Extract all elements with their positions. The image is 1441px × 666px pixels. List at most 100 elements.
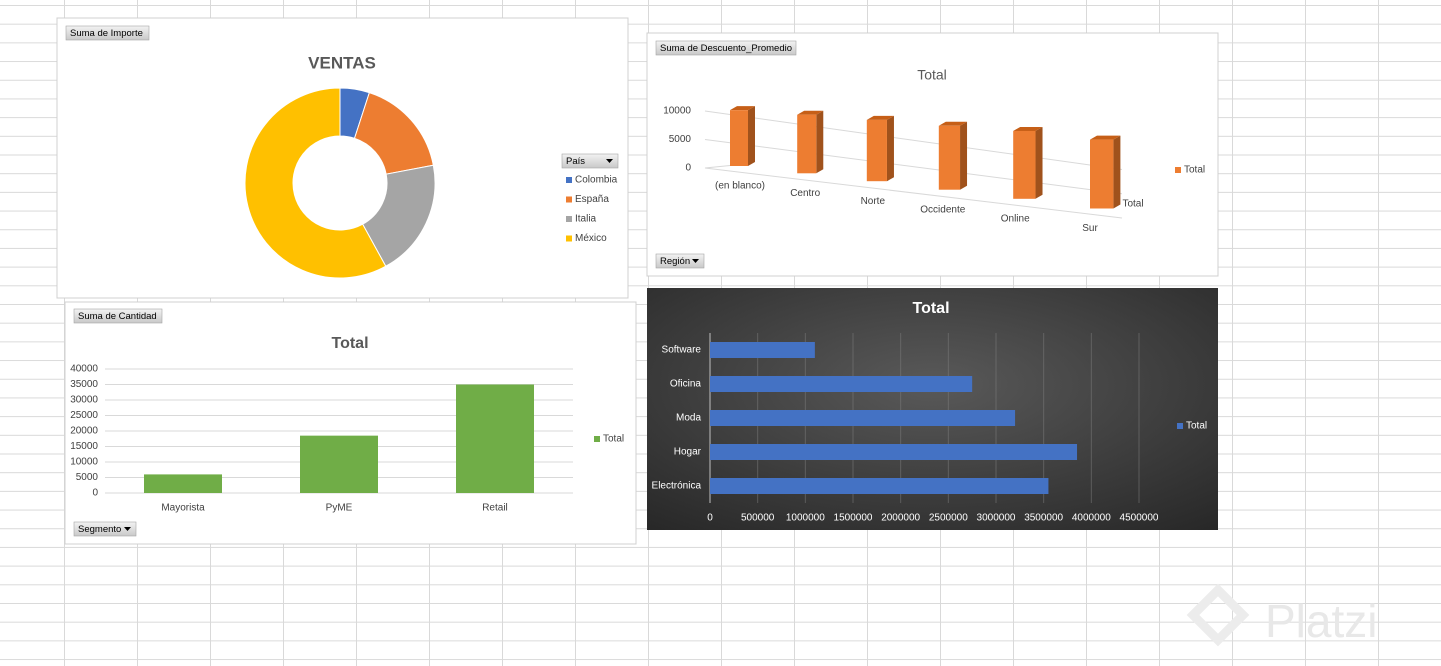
x-tick-label: Retail <box>482 503 508 514</box>
y-tick-label: Software <box>662 345 702 356</box>
bar-top <box>730 106 755 111</box>
x-tick-label: 4000000 <box>1072 513 1111 524</box>
y-tick-label: 30000 <box>70 395 98 406</box>
bar <box>710 342 815 358</box>
chart-title: Total <box>917 67 947 83</box>
watermark-icon <box>1186 583 1250 647</box>
x-tick-label: Sur <box>1082 223 1098 234</box>
bar-side <box>748 106 755 166</box>
y-tick-label: 10000 <box>70 457 98 468</box>
bar-top <box>1090 135 1121 140</box>
field-button[interactable] <box>65 25 150 41</box>
watermark: Platzi <box>1265 595 1377 647</box>
bar <box>710 410 1016 426</box>
legend-swatch <box>566 196 572 203</box>
field-button[interactable] <box>73 521 137 537</box>
x-tick-label: Mayorista <box>161 503 205 514</box>
y-tick-label: 35000 <box>70 379 98 390</box>
bar <box>710 444 1078 460</box>
bar-side <box>886 115 894 182</box>
legend-swatch <box>1175 167 1181 173</box>
legend-label: Italia <box>575 214 597 225</box>
field-button[interactable] <box>655 253 705 269</box>
y-tick-label: 5000 <box>76 472 99 483</box>
y-tick-label: 10000 <box>663 106 691 117</box>
dropdown-arrow[interactable] <box>606 159 613 163</box>
field-button[interactable] <box>655 40 797 56</box>
bar <box>710 376 973 392</box>
bar <box>730 110 748 166</box>
field-button-label[interactable]: Región <box>660 256 690 267</box>
legend-swatch <box>1177 423 1183 429</box>
field-button-label[interactable]: Suma de Importe <box>70 28 143 39</box>
doughnut-slice <box>244 87 387 279</box>
bar <box>866 119 887 182</box>
legend-swatch <box>594 436 600 442</box>
legend-label: Total <box>1184 165 1205 176</box>
grid-line <box>704 110 1123 171</box>
bar <box>1013 130 1036 199</box>
x-tick-label: PyME <box>326 503 353 514</box>
legend-label: Total <box>603 434 624 445</box>
y-tick-label: 0 <box>92 488 98 499</box>
bar <box>1090 139 1114 209</box>
field-button[interactable] <box>73 308 163 324</box>
y-tick-label: Oficina <box>670 379 702 390</box>
y-tick-label: 20000 <box>70 426 98 437</box>
y-tick-label: Moda <box>676 413 701 424</box>
chart-area[interactable] <box>64 301 637 545</box>
dropdown-arrow[interactable] <box>124 527 131 531</box>
x-tick-label: 3500000 <box>1024 513 1063 524</box>
x-tick-label: Online <box>1001 213 1030 224</box>
bar-side <box>1113 135 1121 209</box>
y-tick-label: 15000 <box>70 441 98 452</box>
legend-label: España <box>575 194 609 205</box>
x-tick-label: 2000000 <box>881 513 920 524</box>
bar <box>938 125 961 190</box>
bar <box>797 114 817 174</box>
bar <box>710 478 1049 494</box>
x-tick-label: Norte <box>861 196 886 207</box>
dropdown-arrow[interactable] <box>692 259 699 263</box>
field-button-label[interactable]: Suma de Cantidad <box>78 311 157 322</box>
y-tick-label: 0 <box>685 163 691 174</box>
x-tick-label: 4500000 <box>1120 513 1159 524</box>
chart-title: Total <box>331 335 368 352</box>
legend-swatch <box>566 235 572 242</box>
bar-top <box>866 115 894 120</box>
x-tick-label: 3000000 <box>977 513 1016 524</box>
x-tick-label: 1000000 <box>786 513 825 524</box>
chart-title: Total <box>912 300 949 317</box>
legend-label: Colombia <box>575 175 618 186</box>
y-tick-label: Hogar <box>674 447 702 458</box>
bar <box>144 474 222 493</box>
y-tick-label: 5000 <box>669 134 692 145</box>
depth-axis-label: Total <box>1122 199 1143 210</box>
bar <box>456 384 534 493</box>
field-button-label[interactable]: Segmento <box>78 524 121 535</box>
x-tick-label: Occidente <box>920 204 965 215</box>
x-tick-label: 500000 <box>741 513 775 524</box>
x-tick-label: 2500000 <box>929 513 968 524</box>
field-button-label[interactable]: País <box>566 156 585 167</box>
chart-title: VENTAS <box>308 53 376 72</box>
y-tick-label: 40000 <box>70 364 98 375</box>
legend-label: Total <box>1186 421 1207 432</box>
legend-swatch <box>566 177 572 183</box>
bar-top <box>1013 126 1043 131</box>
bar-side <box>960 121 968 190</box>
bar <box>300 435 378 493</box>
bar-side <box>1035 126 1043 199</box>
field-button-label[interactable]: Suma de Descuento_Promedio <box>660 43 792 54</box>
legend-swatch <box>566 216 572 222</box>
y-tick-label: Electrónica <box>652 481 702 492</box>
y-tick-label: 25000 <box>70 410 98 421</box>
field-button[interactable] <box>561 153 619 169</box>
legend-label: México <box>575 233 607 244</box>
x-tick-label: (en blanco) <box>715 181 765 192</box>
x-tick-label: 1500000 <box>834 513 873 524</box>
bar-top <box>797 110 824 115</box>
grid-line <box>704 139 1123 195</box>
